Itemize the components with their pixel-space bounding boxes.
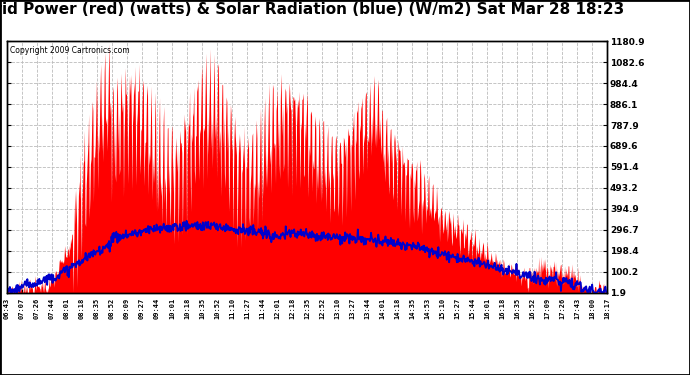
Text: Copyright 2009 Cartronics.com: Copyright 2009 Cartronics.com: [10, 46, 130, 55]
Text: Grid Power (red) (watts) & Solar Radiation (blue) (W/m2) Sat Mar 28 18:23: Grid Power (red) (watts) & Solar Radiati…: [0, 2, 624, 17]
